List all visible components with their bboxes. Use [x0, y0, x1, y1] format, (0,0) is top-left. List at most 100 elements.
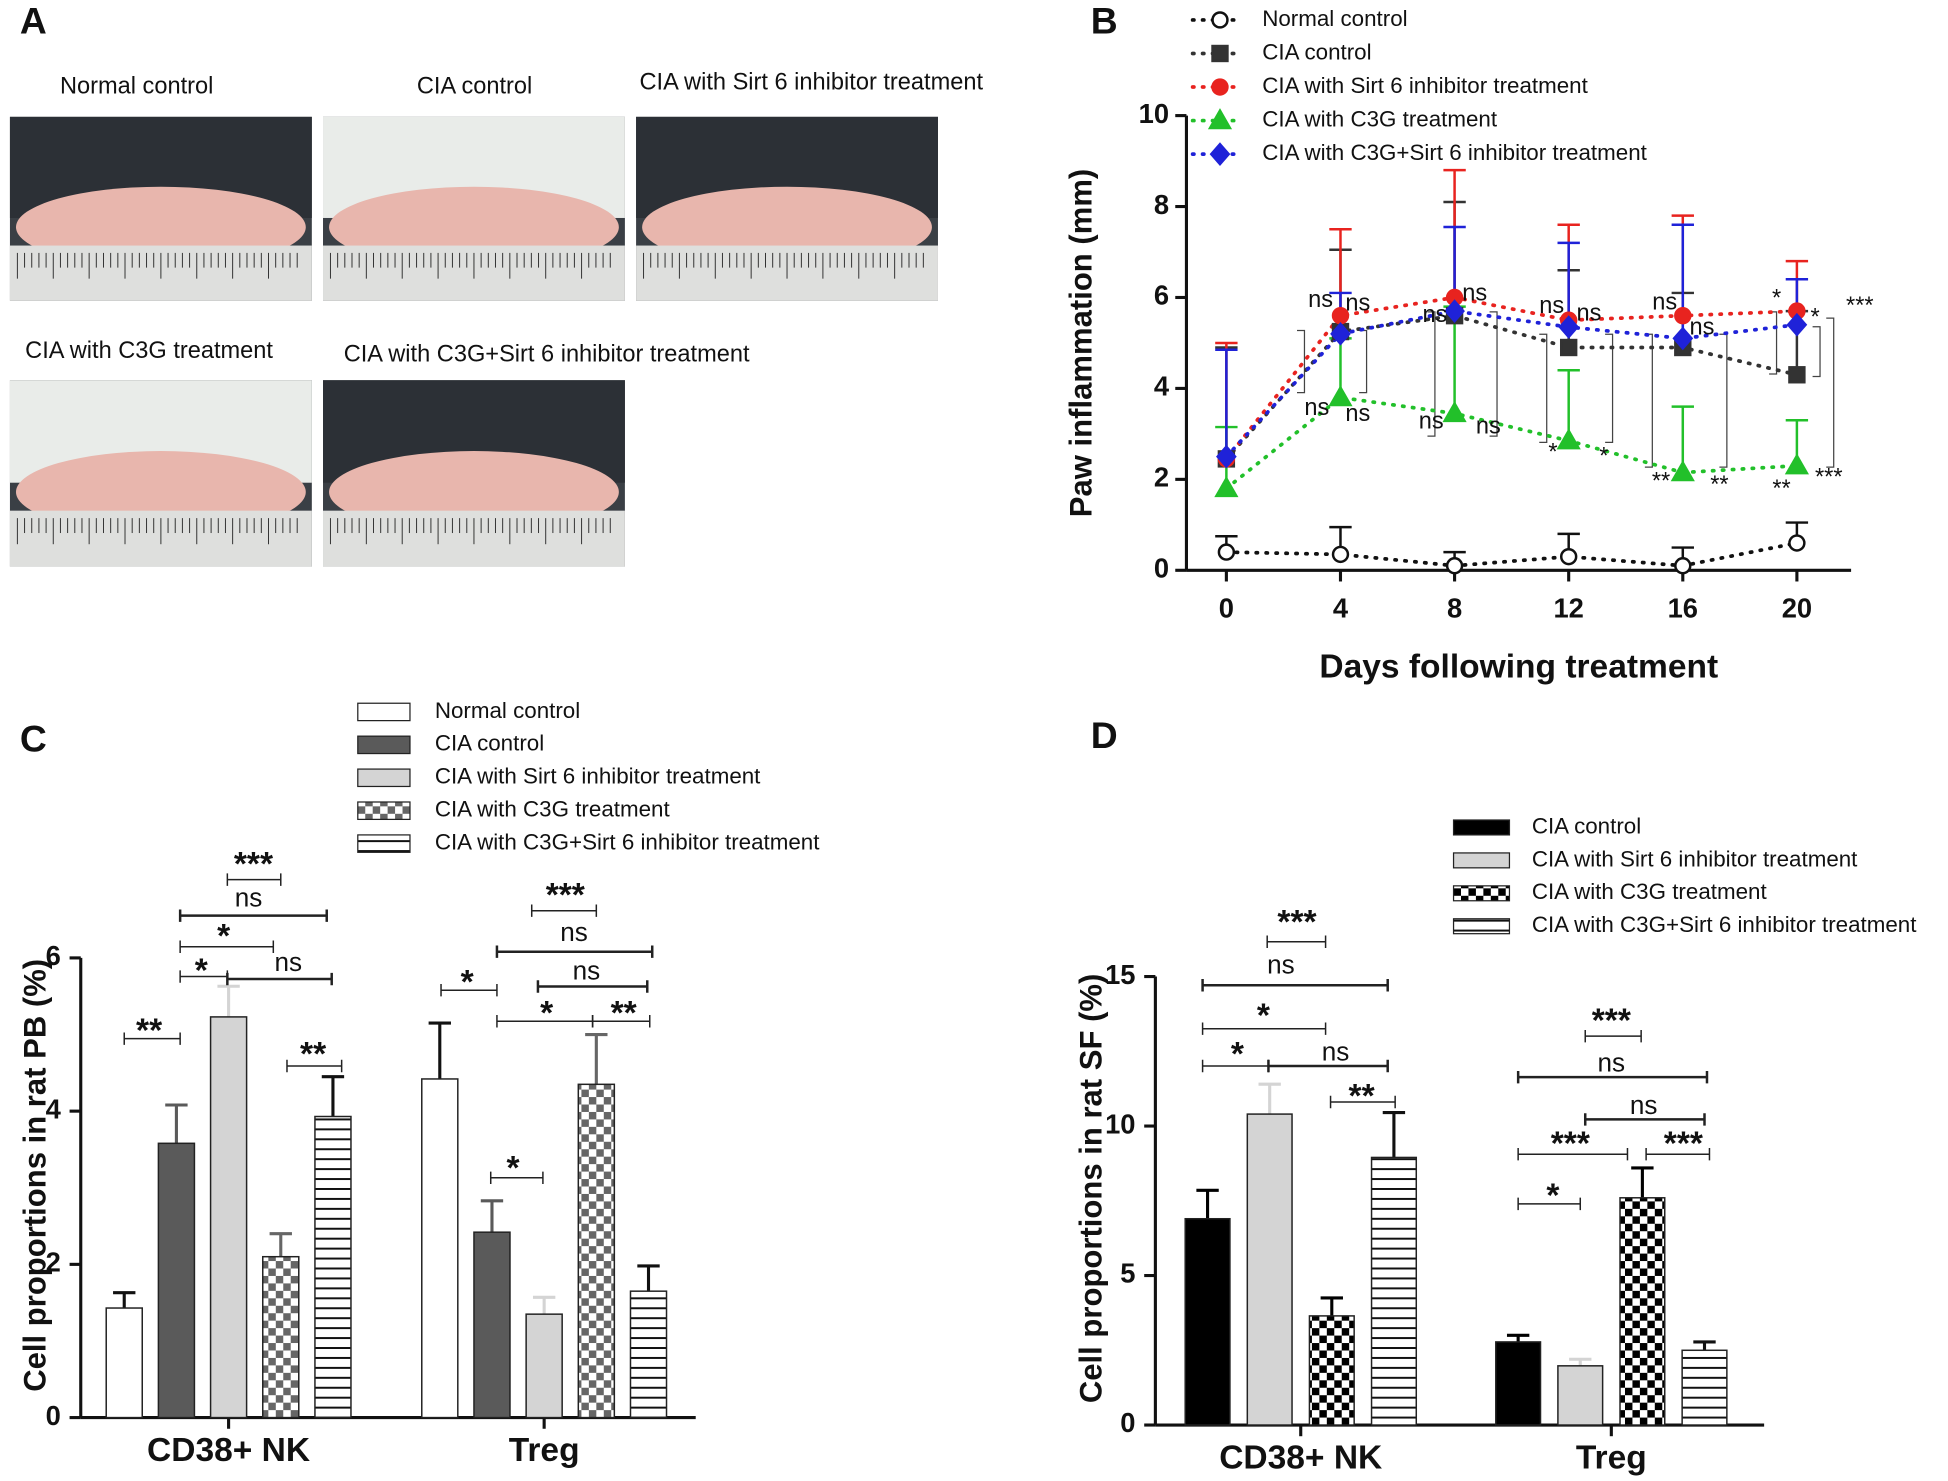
legend-label: CIA control: [1532, 813, 1641, 838]
error-bar: [217, 984, 240, 1017]
significance-bracket: [226, 873, 282, 886]
significance-label: ns: [1322, 1036, 1350, 1066]
significance-label: **: [611, 995, 638, 1032]
legend-swatch: [1452, 852, 1511, 869]
legend-label: CIA with Sirt 6 inhibitor treatment: [435, 764, 761, 789]
error-bar: [1693, 1340, 1716, 1351]
marker: [1558, 315, 1580, 339]
marker: [1216, 444, 1237, 469]
significance-label: ***: [1664, 1125, 1704, 1162]
marker: [1556, 428, 1581, 450]
significance-bracket: [489, 1171, 544, 1185]
panel-label: C: [20, 718, 47, 760]
significance-label: ns: [573, 956, 601, 986]
significance-label: *: [217, 918, 231, 955]
y-tick-label: 0: [1120, 1407, 1135, 1438]
x-tick-label: 4: [1333, 592, 1349, 623]
significance-bracket: [1826, 317, 1835, 468]
error-bar: [1631, 1166, 1654, 1198]
bar: [629, 1290, 668, 1419]
significance-label: ns: [1598, 1048, 1626, 1078]
significance-bracket: [1605, 333, 1614, 443]
significance-label: ns: [1345, 401, 1370, 427]
bar: [421, 1078, 459, 1419]
legend-label: CIA control: [1262, 39, 1371, 64]
significance-label: ***: [1846, 293, 1874, 319]
significance-label: ns: [1577, 301, 1602, 327]
significance-bracket: [1719, 333, 1728, 468]
significance-bracket: [179, 940, 275, 953]
significance-bracket: [1644, 333, 1653, 468]
y-axis-label: Cell proportions in rat SF (%): [1073, 974, 1108, 1404]
significance-bracket: [1201, 979, 1389, 992]
legend-label: CIA with C3G treatment: [1532, 879, 1768, 904]
series-line: [1224, 295, 1799, 461]
x-tick-label: 8: [1447, 592, 1462, 623]
significance-label: **: [1772, 476, 1790, 502]
significance-label: *: [540, 995, 554, 1032]
x-tick-label: 20: [1782, 592, 1812, 623]
error-bar: [1215, 348, 1238, 457]
legend-swatch: [1452, 918, 1511, 935]
significance-label: **: [136, 1012, 163, 1049]
marker: [1786, 312, 1808, 337]
significance-bracket: [1517, 1147, 1629, 1161]
significance-bracket: [1517, 1197, 1582, 1211]
marker: [1328, 385, 1353, 407]
legend-label: CIA control: [435, 731, 544, 756]
significance-bracket: [123, 1032, 181, 1045]
error-bar: [1506, 1333, 1530, 1342]
significance-bracket: [530, 904, 598, 917]
error-bar: [428, 1021, 451, 1079]
significance-label: ns: [1419, 409, 1444, 435]
x-tick-label: Treg: [1576, 1440, 1647, 1477]
significance-label: ns: [1462, 281, 1487, 307]
bar: [1495, 1341, 1542, 1426]
significance-label: ns: [1690, 314, 1715, 340]
y-tick-label: 15: [1105, 959, 1135, 990]
significance-label: ns: [1308, 287, 1333, 313]
panel-label: A: [20, 0, 47, 42]
significance-label: *: [1548, 440, 1557, 466]
significance-label: ns: [1304, 395, 1329, 421]
legend-marker: [1211, 44, 1229, 63]
legend-label: CIA with C3G treatment: [1262, 106, 1498, 131]
bar: [1370, 1156, 1418, 1426]
significance-label: ns: [1539, 293, 1564, 319]
series-line: [1224, 395, 1799, 491]
significance-label: *: [1810, 304, 1819, 330]
bar: [157, 1142, 196, 1419]
x-tick-label: 0: [1219, 592, 1234, 623]
marker: [1330, 322, 1351, 346]
significance-bracket: [1329, 1095, 1396, 1109]
y-tick-label: 4: [1154, 371, 1170, 402]
marker: [1672, 326, 1694, 351]
error-bar: [532, 1295, 556, 1315]
legend-label: CIA with Sirt 6 inhibitor treatment: [1532, 846, 1858, 871]
y-tick-label: 4: [46, 1093, 62, 1124]
significance-label: ***: [234, 846, 274, 883]
bar: [1557, 1365, 1604, 1426]
significance-label: **: [1710, 472, 1728, 498]
photo-caption: CIA with C3G treatment: [25, 338, 273, 364]
panel-label: B: [1091, 0, 1118, 42]
y-tick-label: 10: [1139, 98, 1169, 129]
significance-label: ns: [274, 947, 302, 977]
x-tick-label: 12: [1553, 592, 1583, 623]
significance-bracket: [536, 980, 649, 993]
significance-bracket: [226, 972, 333, 986]
significance-bracket: [1645, 1147, 1711, 1161]
significance-bracket: [495, 945, 654, 958]
significance-label: *: [1231, 1036, 1245, 1073]
x-axis-label: Days following treatment: [1319, 648, 1718, 685]
legend-label: CIA with C3G+Sirt 6 inhibitor treatment: [1532, 912, 1917, 937]
bar: [473, 1231, 511, 1419]
significance-label: **: [1349, 1078, 1376, 1115]
photo-caption: CIA with Sirt 6 inhibitor treatment: [639, 70, 983, 96]
significance-label: *: [1772, 286, 1781, 312]
significance-label: ***: [1277, 904, 1317, 941]
marker: [1214, 476, 1239, 498]
bar: [105, 1307, 143, 1419]
